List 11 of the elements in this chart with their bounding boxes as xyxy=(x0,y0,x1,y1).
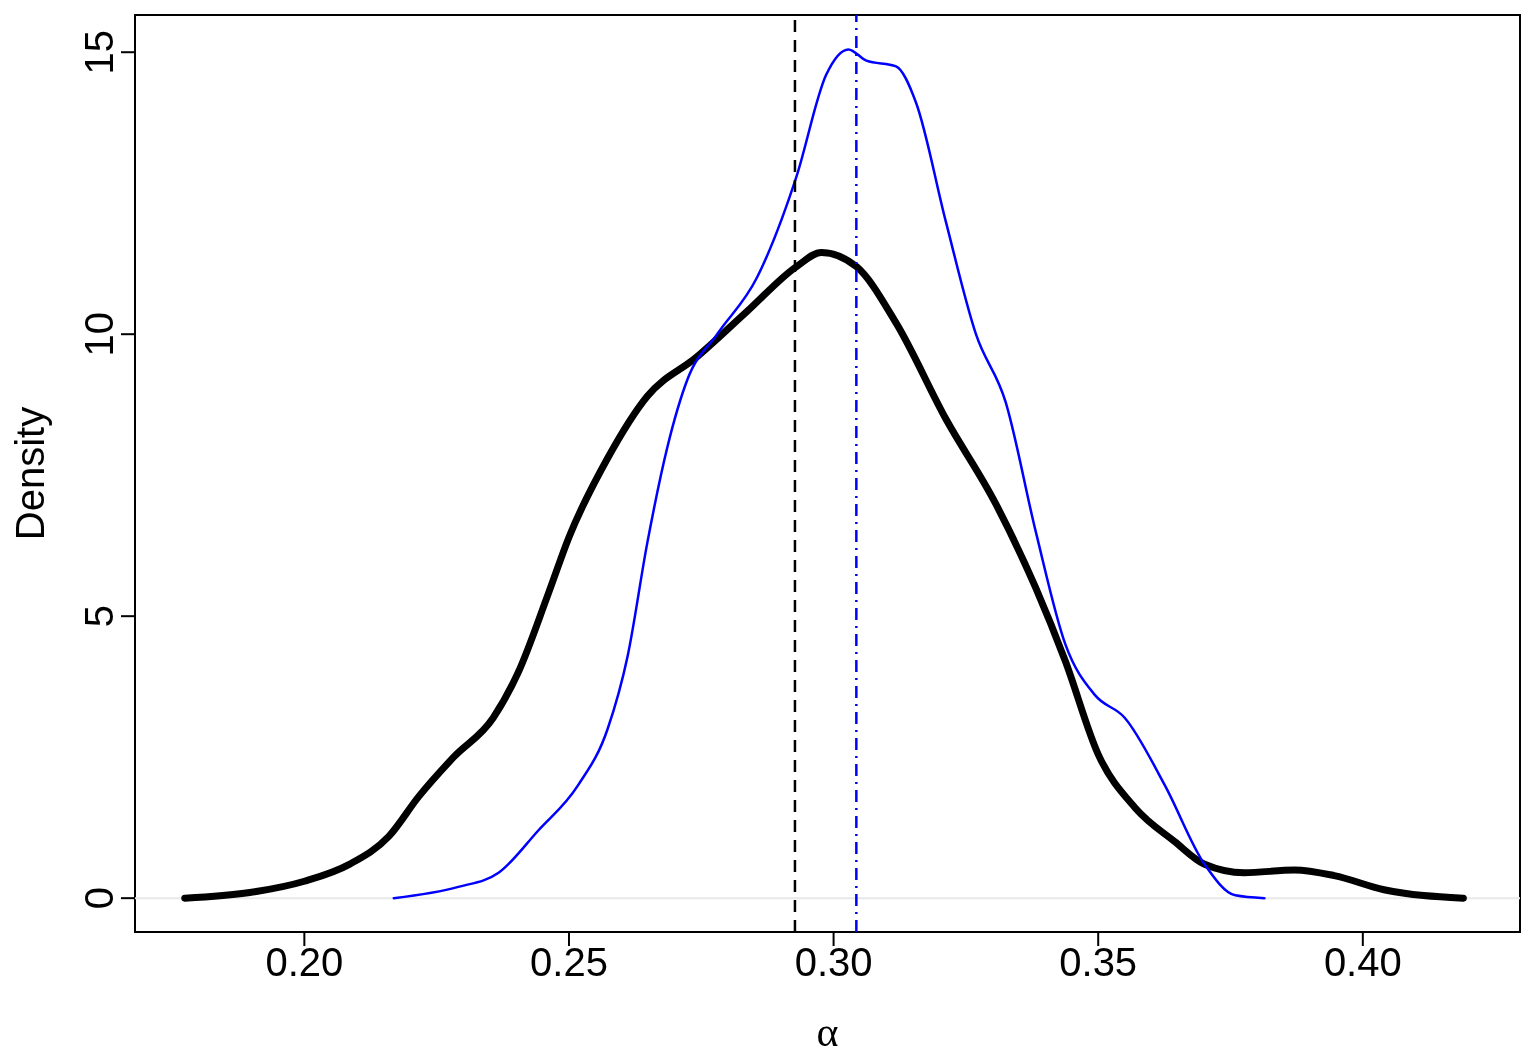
x-tick-label: 0.20 xyxy=(265,940,344,985)
y-tick-label: 15 xyxy=(77,29,121,75)
x-tick-label: 0.40 xyxy=(1323,940,1402,985)
y-tick-label: 10 xyxy=(77,311,121,357)
y-tick-label: 0 xyxy=(77,887,121,910)
x-tick-label: 0.35 xyxy=(1059,940,1138,985)
x-axis-title: α xyxy=(816,1009,839,1054)
y-tick-label: 5 xyxy=(77,605,121,628)
y-axis-title: Density xyxy=(8,406,53,541)
x-tick-label: 0.25 xyxy=(530,940,608,985)
x-tick-label: 0.30 xyxy=(794,940,873,985)
